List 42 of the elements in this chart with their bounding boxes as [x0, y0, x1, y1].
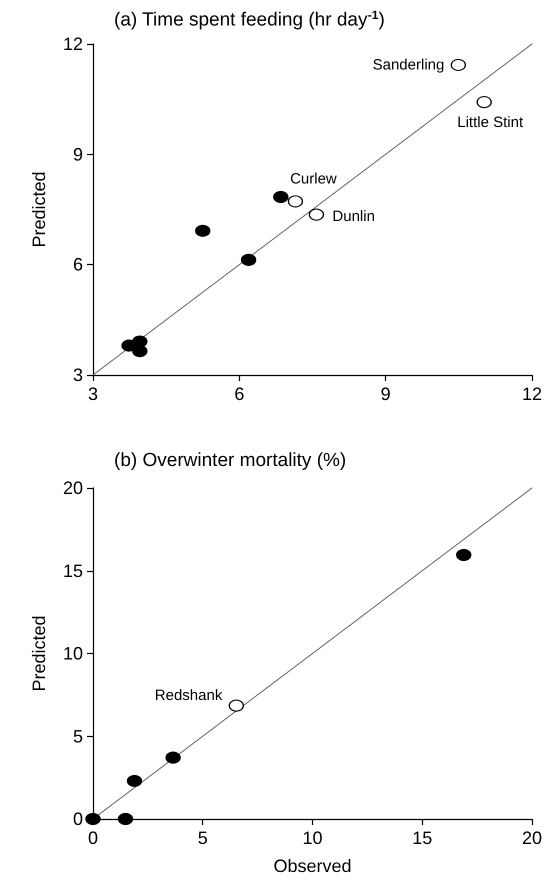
y-tick-label: 20	[62, 478, 83, 498]
x-tick-label: 9	[380, 384, 391, 404]
point	[118, 812, 134, 826]
x-tick-label: 5	[198, 828, 208, 848]
chart-title: (b) Overwinter mortality (%)	[114, 450, 346, 471]
point	[476, 96, 492, 108]
y-tick-label: 3	[72, 365, 83, 385]
annotation: Redshank	[154, 687, 223, 704]
x-tick-label: 3	[88, 384, 98, 404]
x-tick-label: 12	[522, 384, 542, 404]
y-axis-title: Predicted	[29, 171, 49, 248]
x-axis-title: Observed	[273, 856, 352, 876]
point	[126, 774, 142, 788]
point	[228, 700, 244, 712]
x-tick-label: 15	[412, 828, 432, 848]
x-tick-label: 10	[302, 828, 323, 848]
y-axis-title: Predicted	[29, 615, 49, 692]
point	[308, 208, 324, 221]
x-tick-label: 6	[234, 384, 244, 404]
point	[132, 335, 148, 348]
annotation: Curlew	[290, 170, 337, 188]
point	[132, 344, 148, 358]
point	[273, 190, 288, 204]
annotation: Little Stint	[457, 114, 524, 132]
x-tick-label: 20	[522, 828, 542, 848]
annotation: Sanderling	[372, 56, 444, 74]
point	[85, 812, 101, 826]
point	[241, 254, 256, 266]
y-tick-label: 15	[62, 560, 83, 581]
point	[195, 224, 210, 237]
point	[450, 58, 466, 72]
y-tick-label: 12	[62, 34, 83, 54]
y-tick-label: 9	[72, 144, 83, 164]
y-tick-label: 5	[72, 726, 83, 746]
y-tick-label: 10	[62, 644, 83, 664]
y-tick-label: 0	[72, 809, 83, 829]
y-tick-label: 6	[72, 254, 83, 275]
point	[456, 548, 472, 562]
x-tick-label: 0	[88, 828, 98, 848]
point	[288, 195, 304, 208]
annotation: Dunlin	[332, 208, 375, 226]
point	[166, 752, 181, 764]
